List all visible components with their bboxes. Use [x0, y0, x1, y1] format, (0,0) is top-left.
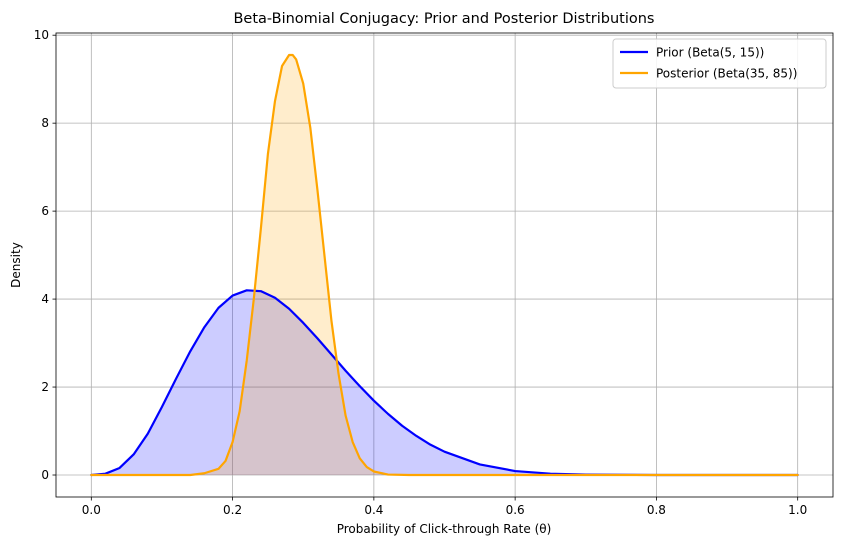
lines — [90, 53, 799, 477]
series-line-2 — [90, 53, 799, 477]
y-tick-label: 4 — [41, 292, 49, 306]
legend: Prior (Beta(5, 15)) Posterior (Beta(35, 8… — [612, 38, 827, 89]
ticks: 0.0 0.2 0.4 0.6 0.8 1.0 0 2 4 6 8 10 — [34, 28, 808, 517]
series-area-1 — [91, 290, 798, 476]
x-axis-label: Probability of Click-through Rate (θ) — [337, 522, 552, 536]
y-tick-label: 10 — [34, 28, 49, 42]
y-tick-label: 6 — [41, 204, 49, 218]
x-tick-label: 0.8 — [647, 503, 666, 517]
x-tick-label: 0.4 — [364, 503, 383, 517]
y-axis-label: Density — [9, 242, 23, 288]
y-tick-label: 2 — [41, 380, 49, 394]
plot-area — [56, 33, 833, 497]
legend-box — [612, 38, 827, 89]
chart-title: Beta-Binomial Conjugacy: Prior and Poste… — [233, 11, 654, 27]
x-tick-label: 0.6 — [506, 503, 525, 517]
legend-label: Posterior (Beta(35, 85)) — [656, 67, 797, 81]
series-line-1 — [90, 289, 799, 477]
y-tick-label: 8 — [41, 116, 49, 130]
legend-label: Prior (Beta(5, 15)) — [656, 46, 764, 60]
plot-frame — [55, 32, 834, 498]
x-tick-label: 0.0 — [82, 503, 101, 517]
x-tick-label: 0.2 — [223, 503, 242, 517]
x-tick-label: 1.0 — [788, 503, 807, 517]
y-tick-label: 0 — [41, 468, 49, 482]
